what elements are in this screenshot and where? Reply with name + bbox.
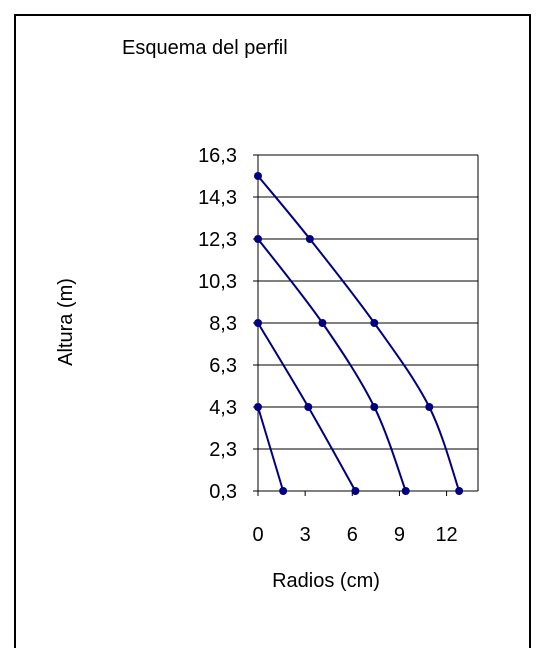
series-1-point <box>279 487 288 495</box>
y-tick-label: 4,3 <box>209 397 237 419</box>
series-2-point <box>304 403 313 411</box>
y-tick-label: 8,3 <box>209 313 237 335</box>
chart-frame <box>14 14 531 648</box>
x-tick-label: 3 <box>300 524 311 546</box>
chart-title: Esquema del perfil <box>122 37 288 59</box>
gridlines <box>258 154 478 450</box>
series-3-line <box>257 238 407 492</box>
series-4-point <box>305 235 314 243</box>
series-4-line <box>257 175 461 492</box>
series-4-point <box>425 403 434 411</box>
y-axis-label: Altura (m) <box>55 278 77 366</box>
series-2-point <box>351 487 360 495</box>
series-1-line <box>257 406 285 492</box>
x-tick-label: 9 <box>394 524 405 546</box>
series-3-point <box>318 319 327 327</box>
series-3-point <box>370 403 379 411</box>
series-4-point <box>254 172 262 180</box>
series-2-point <box>254 319 262 327</box>
y-tick-label: 16,3 <box>198 145 237 167</box>
x-tick-label: 12 <box>435 524 457 546</box>
y-tick-label: 6,3 <box>209 355 237 377</box>
y-tick-label: 10,3 <box>198 271 237 293</box>
series-4-point <box>455 487 464 495</box>
y-tick-label: 2,3 <box>209 439 237 461</box>
data-series <box>254 172 464 495</box>
tick-labels: 0,3 2,3 4,3 6,3 8,3 10,3 12,3 14,3 16,3 0 3 6 9 12 <box>198 145 458 546</box>
x-axis-label: Radios (cm) <box>272 570 380 592</box>
series-3-point <box>401 487 410 495</box>
series-1-point <box>254 403 262 411</box>
y-tick-label: 0,3 <box>209 481 237 503</box>
series-4-point <box>370 319 379 327</box>
y-tick-label: 12,3 <box>198 229 237 251</box>
x-tick-label: 6 <box>347 524 358 546</box>
x-tick-label: 0 <box>252 524 263 546</box>
y-tick-label: 14,3 <box>198 187 237 209</box>
series-3-point <box>254 235 262 243</box>
